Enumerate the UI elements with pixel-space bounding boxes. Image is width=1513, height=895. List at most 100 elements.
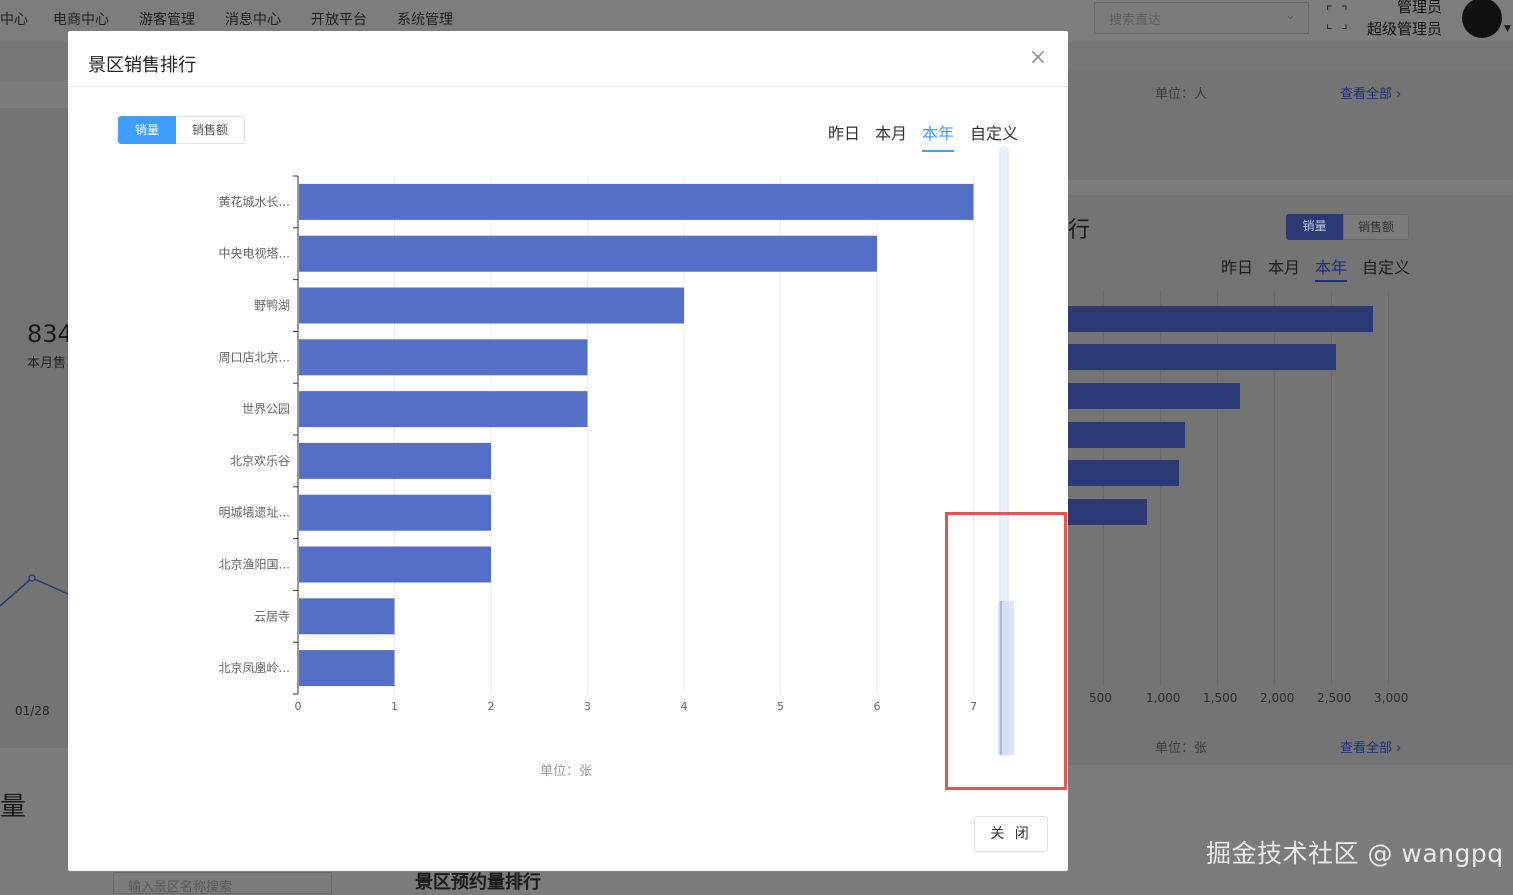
background-grid-line: [1388, 290, 1389, 686]
background-bar: [1068, 306, 1374, 332]
background-grid-line: [1160, 290, 1161, 686]
user-role-line2: 超级管理员: [1367, 20, 1443, 38]
avatar: [1462, 0, 1502, 38]
background-view-all: 查看全部 ›: [1340, 737, 1401, 756]
background-top-view-all-text: 查看全部: [1340, 87, 1393, 102]
chart-bar: [299, 183, 974, 220]
y-category-label: 北京凤凰岭...: [219, 661, 290, 675]
y-category-label: 野鸭湖: [254, 298, 290, 313]
x-tick-label: 6: [874, 700, 881, 713]
x-tick-label: 5: [777, 700, 784, 713]
chart-bar: [299, 546, 491, 583]
background-seg-sales-qty: 销量: [1286, 214, 1343, 240]
x-tick-label: 3: [584, 700, 591, 713]
y-category-label: 世界公园: [242, 402, 290, 416]
background-bar: [1068, 383, 1241, 409]
period-tab-yesterday[interactable]: 昨日: [828, 124, 861, 143]
background-bottom-heading: 景区预约量排行: [415, 872, 541, 893]
dialog-title: 景区销售排行: [88, 55, 196, 76]
close-icon[interactable]: ×: [1028, 45, 1048, 70]
background-top-view-all: 查看全部 ›: [1340, 83, 1401, 102]
background-search-input: 搜索直达 ⌄: [1094, 2, 1309, 34]
background-x-tick: 1,000: [1146, 691, 1181, 705]
background-seg-sales-amount: 销售额: [1343, 214, 1409, 240]
datazoom-selected-range[interactable]: [1000, 148, 1008, 755]
background-nav-item: 中心: [0, 12, 28, 28]
y-category-label: 云居寺: [254, 609, 290, 623]
background-grid-line: [1103, 290, 1104, 686]
background-x-tick: 2,000: [1260, 691, 1295, 705]
background-view-all-text: 查看全部: [1340, 741, 1393, 756]
background-nav-item: 消息中心: [225, 12, 281, 28]
background-bar: [1068, 460, 1180, 486]
x-tick-label: 1: [391, 700, 398, 713]
background-line-point: [28, 574, 36, 582]
y-category-label: 北京欢乐谷: [230, 453, 290, 468]
background-nav-item: 游客管理: [139, 12, 195, 28]
background-partial-title: 行: [1068, 218, 1091, 243]
chevron-down-icon: ⌄: [1285, 8, 1296, 23]
background-period-yesterday: 昨日: [1221, 258, 1254, 277]
background-x-tick: 2,500: [1317, 691, 1352, 705]
dialog-header: 景区销售排行 ×: [68, 31, 1068, 87]
background-bar: [1068, 422, 1185, 448]
x-tick-label: 0: [295, 700, 302, 713]
background-grid-line: [1274, 290, 1275, 686]
datazoom-handle[interactable]: [998, 601, 1014, 755]
background-nav-item: 开放平台: [311, 12, 367, 28]
background-line-chart: [0, 574, 68, 607]
watermark: 掘金技术社区 @ wangpq: [1206, 839, 1504, 868]
period-tab-this-year[interactable]: 本年: [922, 120, 955, 152]
chart-bar: [299, 494, 491, 531]
chart-bar: [299, 391, 588, 428]
chart-bar: [299, 287, 684, 324]
background-left-panel: [0, 108, 68, 748]
background-bar: [1068, 344, 1337, 370]
x-tick-label: 7: [970, 700, 977, 713]
fullscreen-icon: ⌜ ⌝ ⌞ ⌟: [1326, 4, 1350, 32]
period-tab-this-month[interactable]: 本月: [875, 124, 908, 143]
background-nav-item: 系统管理: [397, 12, 453, 28]
background-right-top-panel: [1068, 70, 1513, 180]
chevron-right-icon: ›: [1396, 741, 1402, 756]
x-tick-label: 4: [681, 700, 688, 713]
y-category-label: 周口店北京...: [219, 350, 290, 364]
y-category-label: 中央电视塔...: [219, 246, 290, 261]
chart-bar: [299, 598, 395, 635]
seg-sales-quantity[interactable]: 销量: [118, 116, 177, 144]
close-button[interactable]: 关 闭: [974, 816, 1048, 852]
chart-bar: [299, 339, 588, 376]
background-period-month: 本月: [1268, 258, 1301, 277]
y-category-label: 明城墙遗址...: [219, 506, 290, 520]
background-nav-item: 电商中心: [53, 12, 109, 28]
background-scenic-search-input: 输入景区名称搜索: [113, 872, 332, 895]
chart-bar: [299, 442, 491, 479]
background-x-tick: 500: [1089, 691, 1112, 705]
seg-sales-amount[interactable]: 销售额: [176, 116, 246, 144]
chart-bar: [299, 650, 395, 687]
chart-unit-label: 单位：张: [540, 764, 593, 779]
background-grid-line: [1331, 290, 1332, 686]
background-section-heading: 量: [0, 792, 27, 822]
period-tab-custom[interactable]: 自定义: [970, 124, 1019, 143]
background-search-placeholder: 搜索直达: [1109, 13, 1162, 28]
background-bar: [1068, 499, 1148, 525]
chart-bar: [299, 235, 877, 272]
background-period-year: 本年: [1315, 254, 1348, 282]
y-category-label: 北京渔阳国...: [219, 558, 290, 572]
sales-ranking-dialog: 景区销售排行 × 销量 销售额 昨日 本月 本年 自定义 0 1 2 3 4 5 6 7 黄花城…: [68, 31, 1068, 871]
background-period-custom: 自定义: [1362, 258, 1411, 277]
background-x-date: 01/28: [15, 704, 50, 718]
background-scenic-search-placeholder: 输入景区名称搜索: [128, 880, 233, 895]
background-stat-value: 834: [27, 320, 73, 348]
user-role-line1: 管理员: [1397, 0, 1443, 16]
background-stat-label: 本月售: [27, 356, 67, 371]
chevron-right-icon: ›: [1396, 87, 1402, 102]
x-tick-label: 2: [488, 700, 495, 713]
background-x-tick: 3,000: [1374, 691, 1409, 705]
caret-down-icon: ▼: [1504, 24, 1511, 34]
background-top-unit: 单位：人: [1155, 87, 1208, 102]
background-unit: 单位：张: [1155, 741, 1208, 756]
metric-toggle: 销量 销售额: [118, 116, 246, 144]
